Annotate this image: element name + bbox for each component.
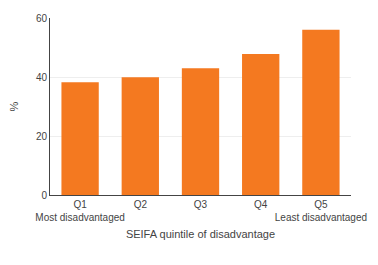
svg-text:Q4: Q4 — [254, 199, 268, 210]
svg-text:Q2: Q2 — [134, 199, 148, 210]
svg-text:Q5Least disadvantaged: Q5Least disadvantaged — [275, 199, 367, 223]
svg-text:SEIFA quintile of disadvantage: SEIFA quintile of disadvantage — [126, 228, 275, 240]
svg-text:20: 20 — [36, 131, 48, 142]
svg-text:Q3: Q3 — [194, 199, 208, 210]
svg-text:0: 0 — [41, 190, 47, 201]
svg-text:60: 60 — [36, 13, 48, 24]
svg-text:Q1Most disadvantaged: Q1Most disadvantaged — [35, 199, 125, 223]
svg-text:40: 40 — [36, 72, 48, 83]
svg-text:%: % — [8, 101, 20, 111]
